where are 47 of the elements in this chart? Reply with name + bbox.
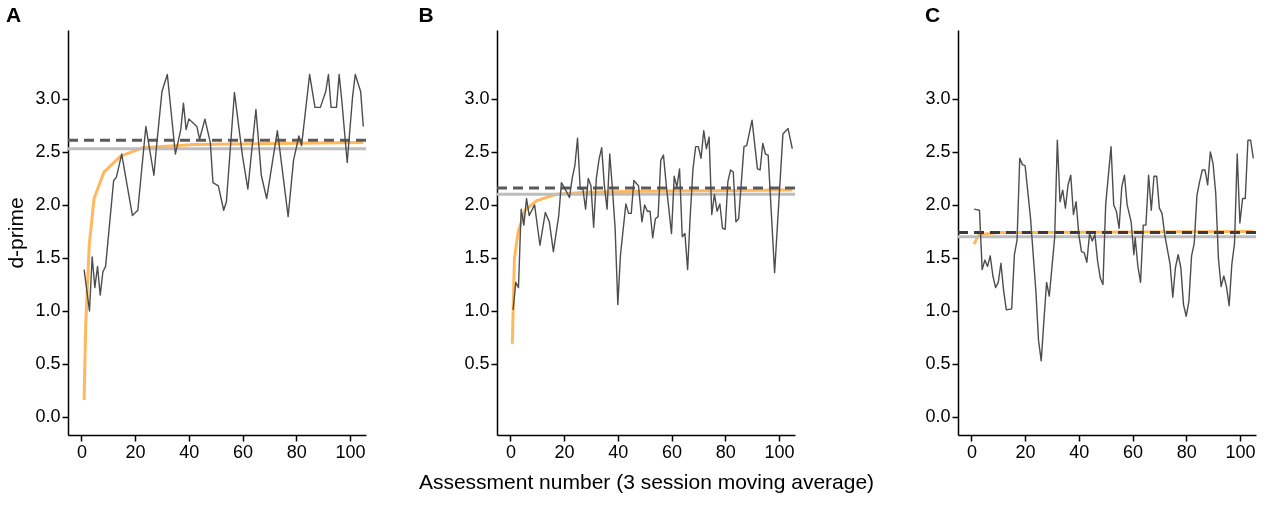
x-tick-label: 40	[608, 441, 629, 462]
y-tick-label: 3.0	[35, 88, 61, 109]
x-axis-title: Assessment number (3 session moving average)	[418, 469, 875, 493]
y-tick-label: 2.0	[35, 194, 61, 215]
x-tick-label: 60	[1122, 441, 1144, 462]
x-tick-label: 40	[179, 441, 200, 462]
x-tick-label: 0	[76, 441, 87, 462]
x-tick-label: 80	[715, 441, 736, 462]
y-tick-label: 3.0	[464, 88, 490, 109]
x-tick-label: 80	[1176, 441, 1197, 462]
y-tick-label: 3.0	[925, 88, 951, 109]
y-tick-label: 1.0	[35, 300, 61, 321]
x-tick-label: 20	[1015, 441, 1036, 462]
y-tick-label: 1.0	[464, 300, 490, 321]
y-tick-label: 0.5	[464, 353, 490, 374]
y-axis-title: d-prime	[4, 197, 28, 269]
x-tick-label: 100	[764, 441, 795, 462]
y-tick-label: 2.5	[464, 141, 490, 162]
y-tick-label: 0.0	[35, 406, 61, 427]
x-tick-label: 80	[286, 441, 307, 462]
x-tick-label: 20	[125, 441, 146, 462]
y-tick-label: 0.5	[35, 353, 61, 374]
y-tick-label: 0.0	[925, 406, 951, 427]
chart-title: A	[5, 3, 22, 26]
x-tick-label: 100	[1225, 441, 1256, 462]
x-tick-label: 60	[661, 441, 683, 462]
y-tick-label: 0.5	[925, 353, 951, 374]
y-tick-label: 1.0	[925, 300, 951, 321]
line-series	[512, 119, 794, 311]
y-tick-label: 2.0	[925, 194, 951, 215]
line-series	[82, 140, 365, 402]
y-tick-label: 1.5	[464, 247, 490, 268]
x-tick-label: 20	[554, 441, 575, 462]
y-tick-label: 2.0	[464, 194, 490, 215]
line-series	[973, 139, 1255, 362]
x-tick-label: 100	[335, 441, 366, 462]
y-tick-label: 2.5	[925, 141, 951, 162]
x-tick-label: 60	[232, 441, 254, 462]
y-tick-label: 2.5	[35, 141, 61, 162]
x-tick-label: 40	[1069, 441, 1090, 462]
y-tick-label: 1.5	[925, 247, 951, 268]
x-tick-label: 0	[966, 441, 977, 462]
y-tick-label: 1.5	[35, 247, 61, 268]
line-series	[83, 73, 365, 312]
x-tick-label: 0	[505, 441, 516, 462]
chart-title: B	[418, 3, 434, 26]
chart-title: C	[924, 3, 941, 26]
